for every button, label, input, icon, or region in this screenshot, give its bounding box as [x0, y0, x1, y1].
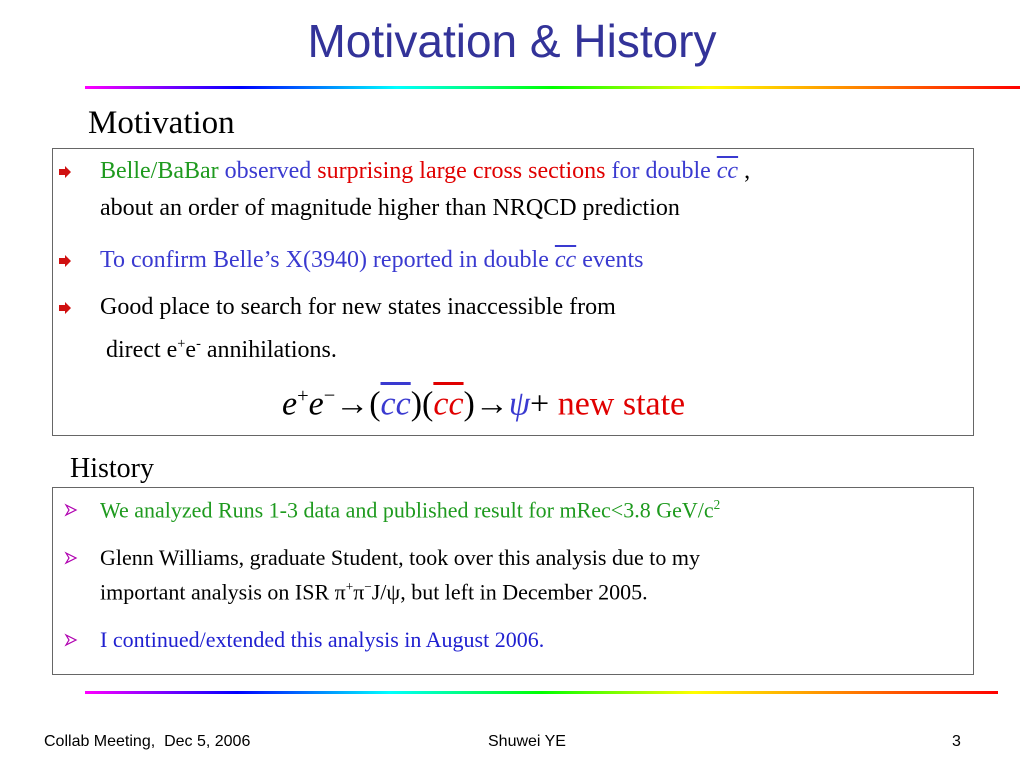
- text-run: cc: [716, 157, 739, 184]
- text-run: direct e: [100, 336, 178, 363]
- text-line: I continued/extended this analysis in Au…: [100, 627, 544, 653]
- text-run: cc: [380, 384, 411, 422]
- text-run: e: [308, 384, 324, 422]
- text-run: cc: [433, 384, 464, 422]
- text-run: )(: [410, 384, 434, 422]
- text-run: Good place to search for new states inac…: [100, 293, 616, 320]
- text-run: −: [323, 384, 336, 407]
- text-run: e: [185, 336, 197, 363]
- divider: [85, 86, 1020, 89]
- text-run: )→: [463, 384, 509, 422]
- text-line: direct e+e- annihilations.: [100, 336, 337, 364]
- bullet-icon: [59, 302, 71, 314]
- text-run: π: [353, 579, 365, 605]
- motivation-box: [52, 148, 974, 436]
- section-heading: History: [70, 453, 154, 484]
- history-box: [52, 487, 974, 675]
- text-run: new state: [557, 384, 686, 422]
- bullet-icon: [64, 503, 78, 517]
- text-run: annihilations.: [200, 336, 337, 363]
- bullet-icon: [59, 166, 71, 178]
- text-run: I continued/extended this analysis in Au…: [100, 626, 545, 652]
- text-line: Good place to search for new states inac…: [100, 294, 616, 321]
- text-run: J/ψ, but left in December 2005.: [371, 579, 648, 605]
- text-run: Belle/BaBar: [100, 157, 219, 184]
- text-run: -: [196, 335, 201, 352]
- text-line: To confirm Belle’s X(3940) reported in d…: [100, 247, 644, 274]
- footer-left: Collab Meeting, Dec 5, 2006: [44, 733, 251, 750]
- section-heading: Motivation: [88, 105, 235, 141]
- text-line: Glenn Williams, graduate Student, took o…: [100, 545, 700, 571]
- text-line: e+e−→(cc)(cc)→ψ+ new state: [282, 385, 685, 423]
- text-run: observed: [218, 157, 318, 184]
- bullet-icon: [64, 551, 78, 565]
- text-run: +: [177, 335, 186, 352]
- footer-center: Shuwei YE: [488, 733, 566, 750]
- text-run: Glenn Williams, graduate Student, took o…: [100, 544, 700, 570]
- text-line: Belle/BaBar observed surprising large cr…: [100, 158, 750, 185]
- bullet-icon: [64, 633, 78, 647]
- footer-right: 3: [952, 733, 961, 750]
- text-run: 2: [713, 496, 721, 512]
- text-run: +: [345, 578, 354, 594]
- bullet-icon: [59, 255, 71, 267]
- text-run: about an order of magnitude higher than …: [100, 194, 680, 221]
- text-run: ψ: [508, 384, 530, 422]
- text-line: We analyzed Runs 1-3 data and published …: [100, 497, 720, 523]
- text-run: We analyzed Runs 1-3 data and published …: [100, 497, 714, 523]
- text-line: important analysis on ISR π+π−J/ψ, but l…: [100, 579, 648, 605]
- text-run: events: [576, 246, 644, 273]
- text-run: ,: [738, 157, 751, 184]
- text-line: about an order of magnitude higher than …: [100, 195, 680, 222]
- text-run: cc: [554, 246, 577, 273]
- divider: [85, 691, 998, 694]
- text-run: To confirm Belle’s X(3940) reported in d…: [100, 246, 555, 273]
- text-run: −: [364, 578, 372, 594]
- text-run: +: [297, 384, 309, 407]
- slide-title: Motivation & History: [307, 15, 717, 67]
- text-run: for double: [605, 157, 717, 184]
- text-run: important analysis on ISR π: [100, 579, 346, 605]
- text-run: →(: [335, 384, 381, 422]
- text-run: surprising large cross sections: [317, 157, 606, 184]
- text-run: e: [282, 384, 298, 422]
- text-run: +: [530, 384, 558, 422]
